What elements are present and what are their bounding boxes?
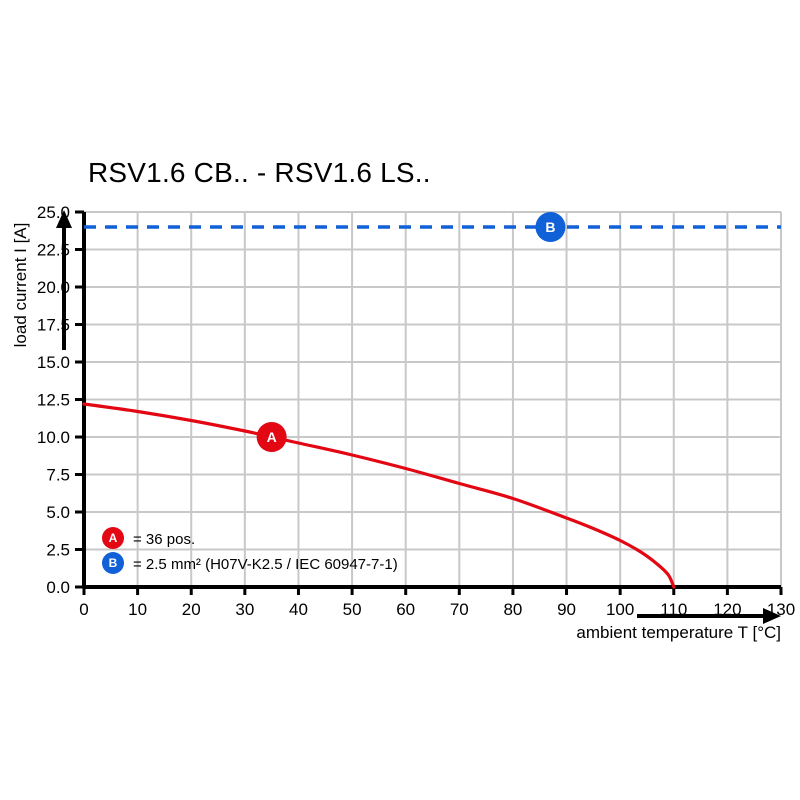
legend-entry-a: A = 36 pos.: [102, 527, 195, 549]
x-axis-arrow: [637, 608, 781, 624]
x-tick-label: 50: [343, 600, 362, 619]
x-tick-label: 100: [606, 600, 634, 619]
y-tick-label: 7.5: [46, 466, 70, 485]
x-tick-label: 0: [79, 600, 88, 619]
y-tick-label: 22.5: [37, 241, 70, 260]
y-tick-label: 17.5: [37, 316, 70, 335]
y-tick-label: 5.0: [46, 503, 70, 522]
x-tick-label: 20: [182, 600, 201, 619]
y-axis-arrow: [56, 210, 72, 350]
y-tick-label: 15.0: [37, 353, 70, 372]
x-tick-label: 10: [128, 600, 147, 619]
x-axis-ticks: [82, 587, 783, 595]
y-tick-label: 20.0: [37, 278, 70, 297]
x-tick-label: 60: [396, 600, 415, 619]
x-tick-label: 80: [503, 600, 522, 619]
annotation-badge-a-label: A: [267, 429, 277, 445]
x-tick-label: 30: [235, 600, 254, 619]
y-tick-label: 12.5: [37, 391, 70, 410]
y-axis-title: load current I [A]: [11, 223, 30, 348]
annotation-badge-b: B: [535, 212, 566, 242]
series-a-curve: [82, 402, 676, 589]
legend-entry-b: B = 2.5 mm² (H07V-K2.5 / IEC 60947-7-1): [102, 552, 398, 574]
legend-badge-a-label: A: [109, 531, 118, 545]
x-axis-title: ambient temperature T [°C]: [576, 623, 781, 642]
legend-label-b: = 2.5 mm² (H07V-K2.5 / IEC 60947-7-1): [133, 556, 398, 573]
y-tick-label: 10.0: [37, 428, 70, 447]
legend: A = 36 pos. B = 2.5 mm² (H07V-K2.5 / IEC…: [102, 527, 398, 574]
legend-badge-b-label: B: [109, 556, 118, 570]
legend-label-a: = 36 pos.: [133, 531, 195, 548]
y-tick-label: 0.0: [46, 578, 70, 597]
annotation-badge-a: A: [256, 422, 287, 452]
x-tick-label: 40: [289, 600, 308, 619]
annotation-badge-b-label: B: [545, 219, 555, 235]
x-tick-label: 90: [557, 600, 576, 619]
y-tick-label: 2.5: [46, 541, 70, 560]
x-tick-label: 70: [450, 600, 469, 619]
y-axis-ticks: [75, 210, 84, 589]
chart-title: RSV1.6 CB.. - RSV1.6 LS..: [88, 157, 431, 188]
